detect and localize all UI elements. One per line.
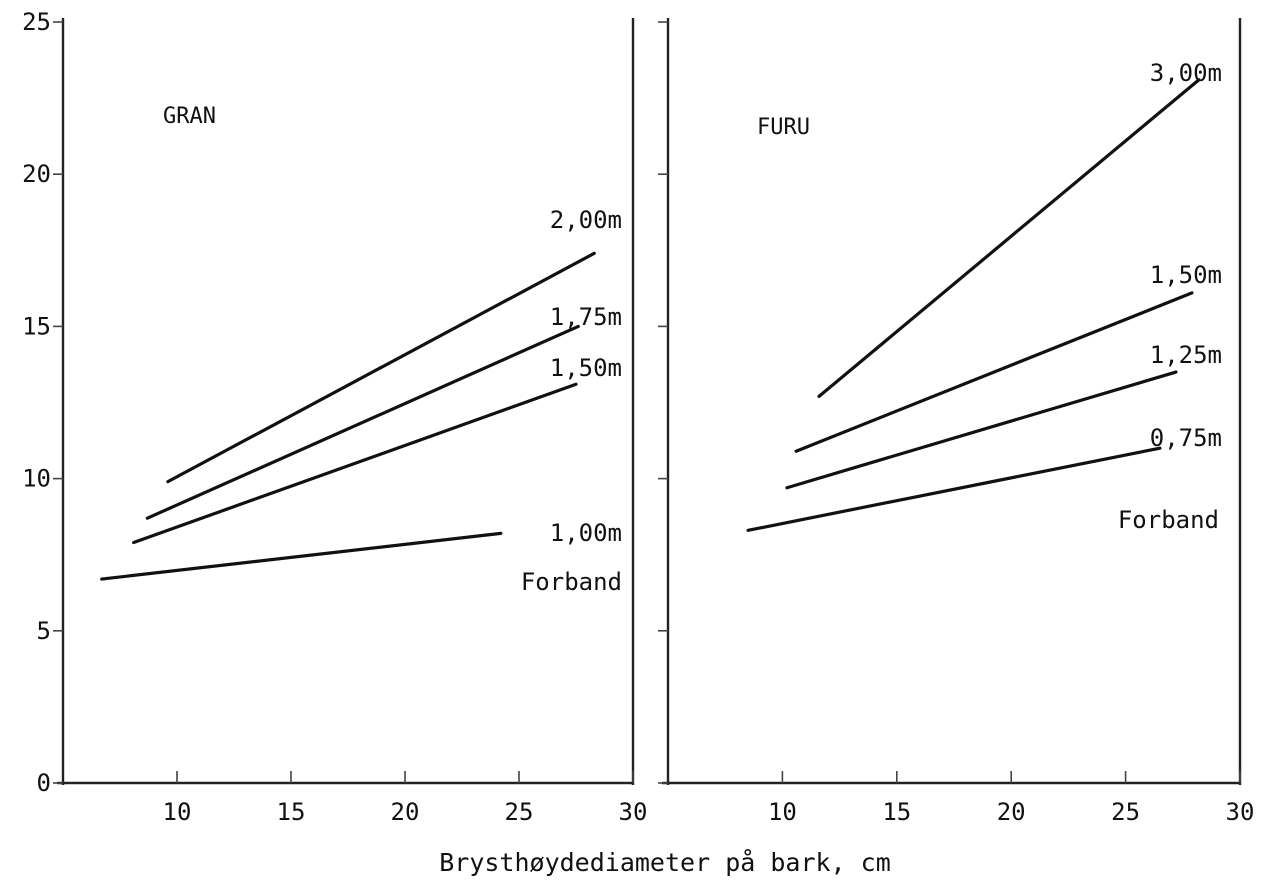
x-tick-label: 25: [1111, 798, 1140, 826]
legend-title: Forband: [521, 568, 622, 596]
x-tick-label: 30: [1226, 798, 1255, 826]
x-tick-label: 20: [391, 798, 420, 826]
y-tick-label: 0: [37, 769, 51, 797]
x-tick-label: 10: [163, 798, 192, 826]
y-tick-label: 15: [22, 312, 51, 340]
x-tick-label: 15: [277, 798, 306, 826]
series-label: 2,00m: [550, 206, 622, 234]
y-tick-label: 5: [37, 617, 51, 645]
series-label: 1,00m: [550, 519, 622, 547]
series-label: 1,50m: [1150, 261, 1222, 289]
series-line: [785, 370, 1178, 490]
x-tick-label: 10: [768, 798, 797, 826]
series-label: 1,25m: [1150, 341, 1222, 369]
x-tick-label: 20: [997, 798, 1026, 826]
panel-title: GRAN: [163, 104, 216, 129]
x-axis-label: Brysthøydediameter på bark, cm: [439, 848, 891, 877]
series-lines: [100, 78, 1201, 581]
series-line: [166, 251, 596, 484]
axes: [53, 18, 1242, 785]
y-tick-label: 10: [22, 465, 51, 493]
series-line: [100, 531, 503, 581]
series-label: 0,75m: [1150, 424, 1222, 452]
series-label: 1,75m: [550, 303, 622, 331]
x-tick-label: 30: [619, 798, 648, 826]
x-tick-label: 15: [882, 798, 911, 826]
panel-title: FURU: [757, 115, 810, 140]
series-line: [132, 382, 578, 545]
y-tick-label: 25: [22, 8, 51, 36]
legend-title: Forband: [1118, 506, 1219, 534]
series-line: [145, 324, 580, 520]
x-tick-label: 25: [505, 798, 534, 826]
chart-text: 0 5 10 15 20 25 10 15 20 25 30 GRAN 2,00m 1,75m 1,50m 1…: [22, 8, 1254, 826]
y-tick-label: 20: [22, 160, 51, 188]
series-line: [746, 446, 1162, 532]
series-label: 3,00m: [1150, 59, 1222, 87]
series-label: 1,50m: [550, 354, 622, 382]
series-line: [794, 291, 1194, 453]
series-line: [817, 78, 1201, 399]
